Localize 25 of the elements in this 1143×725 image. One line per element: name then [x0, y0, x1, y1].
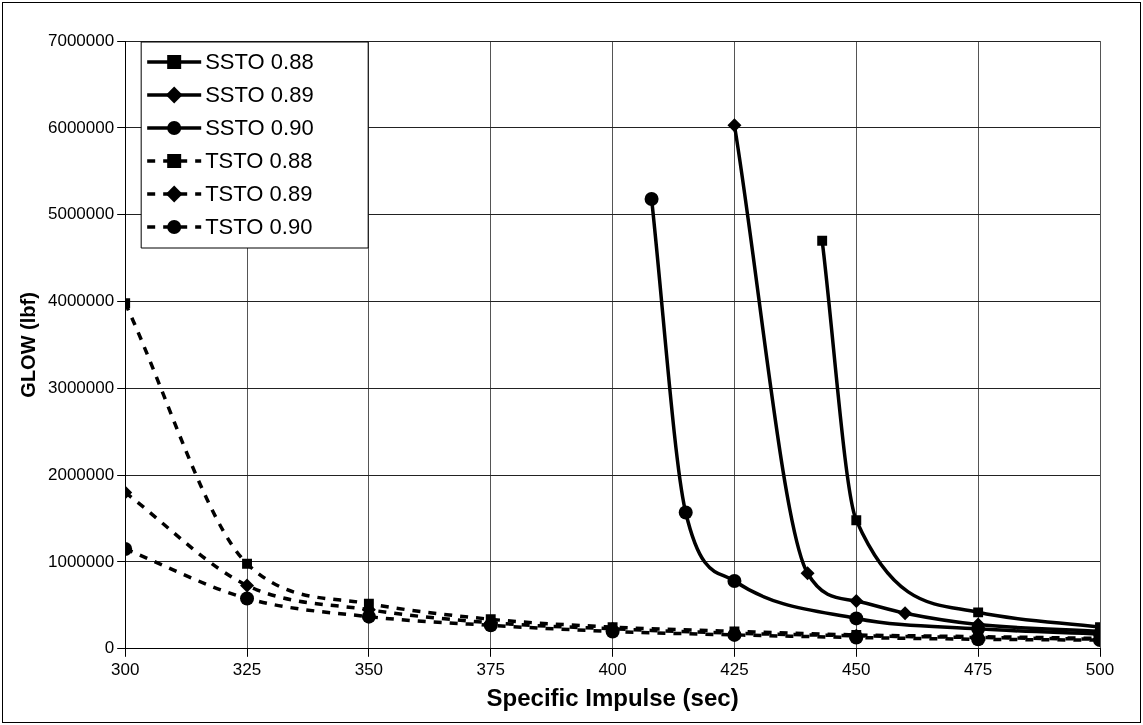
x-tick-label: 475 [963, 659, 993, 679]
x-tick-label: 425 [720, 659, 749, 679]
y-tick-label: 1000000 [47, 551, 115, 571]
y-axis-title: GLOW (lbf) [16, 292, 39, 398]
x-tick-label: 325 [232, 659, 262, 679]
x-tick-label: 375 [476, 659, 505, 679]
y-tick-label: 6000000 [47, 117, 115, 137]
x-tick-label: 300 [110, 659, 140, 679]
x-tick-label: 400 [598, 659, 627, 679]
legend-label: SSTO 0.88 [205, 49, 314, 75]
legend-label: TSTO 0.89 [205, 181, 313, 207]
y-tick-label: 4000000 [47, 291, 115, 311]
legend-label: TSTO 0.88 [205, 148, 313, 174]
y-tick-label: 5000000 [47, 204, 115, 224]
x-tick-label: 350 [354, 659, 384, 679]
y-tick-label: 2000000 [47, 464, 115, 484]
x-tick-label: 500 [1085, 659, 1115, 679]
y-tick-label: 7000000 [47, 30, 115, 50]
y-tick-label: 0 [104, 638, 115, 658]
legend-label: TSTO 0.90 [205, 214, 313, 240]
legend-label: SSTO 0.89 [205, 82, 314, 108]
y-tick-label: 3000000 [47, 378, 115, 397]
legend-label: SSTO 0.90 [205, 115, 314, 141]
x-axis-title: Specific Impulse (sec) [486, 684, 739, 712]
x-tick-label: 450 [842, 659, 871, 679]
